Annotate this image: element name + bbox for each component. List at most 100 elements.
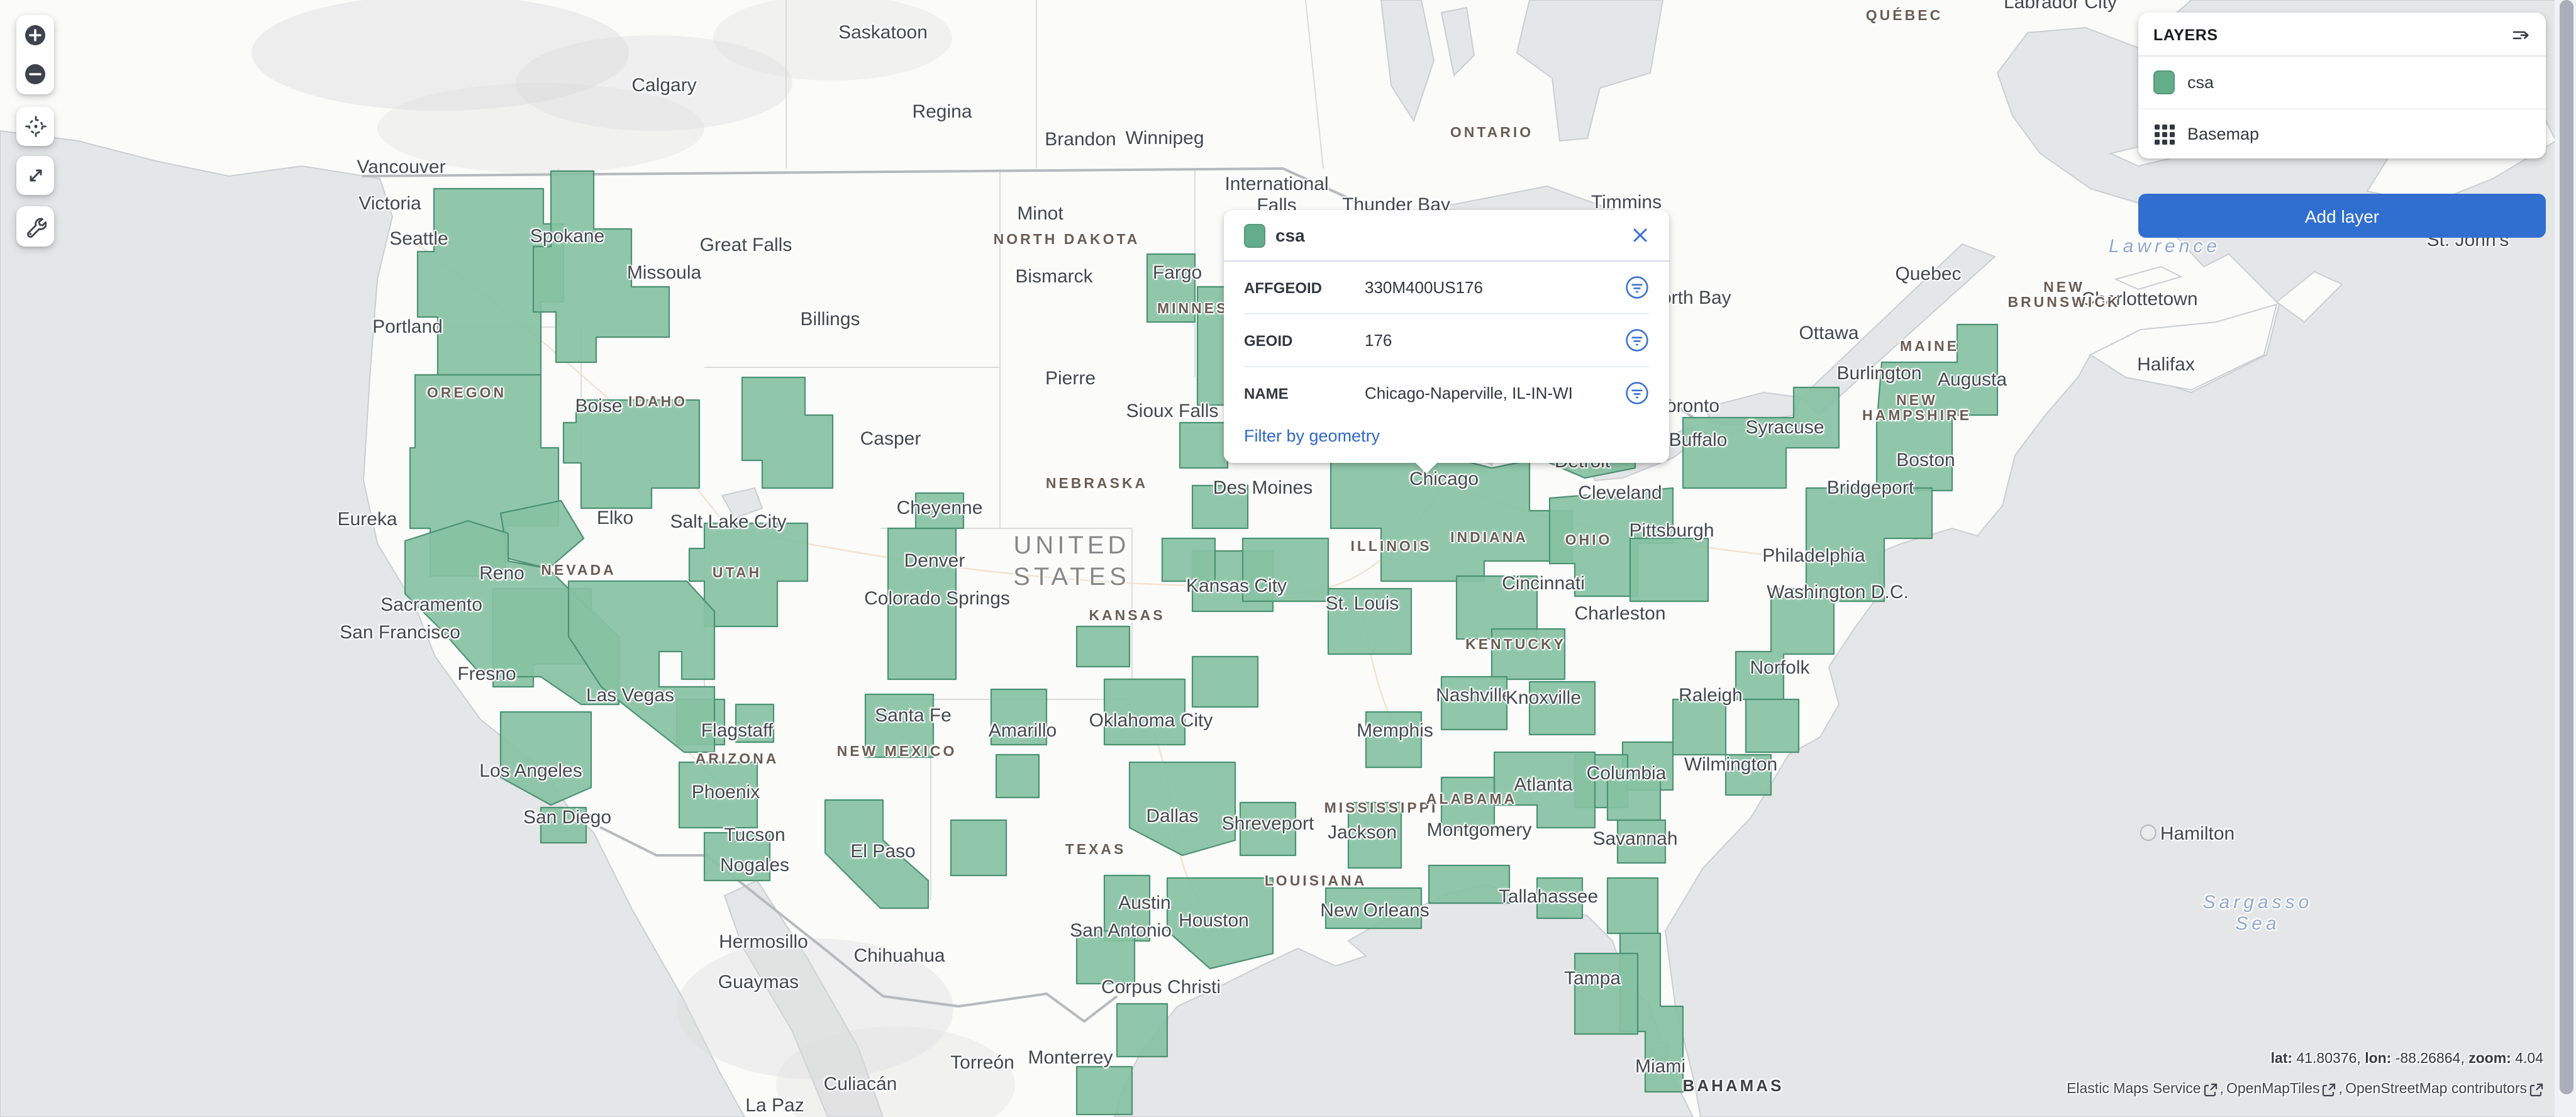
popup-divider xyxy=(1224,260,1669,262)
csa-polygon[interactable] xyxy=(1735,487,1933,701)
minus-circle-icon xyxy=(25,64,45,85)
csa-polygon[interactable] xyxy=(1528,681,1596,736)
csa-polygon[interactable] xyxy=(1616,819,1667,864)
csa-polygon[interactable] xyxy=(1536,877,1584,920)
csa-polygon[interactable] xyxy=(1179,421,1229,469)
attribution-link[interactable]: OpenMapTiles xyxy=(2226,1082,2320,1097)
csa-polygon[interactable] xyxy=(1161,537,1216,582)
popup-row: AFFGEOID 330M400US176 xyxy=(1244,262,1649,314)
water-body xyxy=(721,487,763,520)
external-link-icon xyxy=(2529,1082,2543,1096)
popup-title: csa xyxy=(1275,225,1305,245)
csa-polygon[interactable] xyxy=(990,688,1048,746)
csa-polygon[interactable] xyxy=(1606,774,1662,821)
csa-polygon[interactable] xyxy=(1724,753,1772,796)
water-body xyxy=(1380,0,1435,123)
fit-to-data-button[interactable] xyxy=(16,156,54,195)
csa-polygon[interactable] xyxy=(1239,801,1297,857)
popup-row-value: Chicago-Naperville, IL-IN-WI xyxy=(1365,384,1573,403)
crosshair-icon xyxy=(25,116,46,137)
csa-polygon[interactable] xyxy=(1606,877,1659,935)
csa-polygon[interactable] xyxy=(1103,678,1186,746)
tools-button[interactable] xyxy=(16,206,54,247)
csa-polygon[interactable] xyxy=(1347,801,1402,869)
coordinates-readout: lat: 41.80376, lon: -88.26864, zoom: 4.0… xyxy=(2270,1052,2543,1067)
island xyxy=(2114,265,2183,291)
csa-polygon[interactable] xyxy=(678,761,758,829)
add-layer-button[interactable]: Add layer xyxy=(2138,194,2546,238)
scrollbar-thumb[interactable] xyxy=(2560,0,2573,1094)
csa-polygon[interactable] xyxy=(1365,711,1423,769)
csa-polygon[interactable] xyxy=(540,806,587,844)
csa-polygon[interactable] xyxy=(864,693,935,759)
csa-polygon[interactable] xyxy=(1672,698,1727,756)
popup-rows: AFFGEOID 330M400US176 GEOID 176 NAME Chicago-… xyxy=(1244,262,1649,419)
csa-polygon[interactable] xyxy=(914,492,965,530)
csa-polygon[interactable] xyxy=(1440,675,1508,731)
layers-list: csa Basemap xyxy=(2138,57,2546,158)
csa-polygon[interactable] xyxy=(1327,587,1413,655)
csa-polygon[interactable] xyxy=(1491,628,1566,681)
csa-polygon[interactable] xyxy=(1241,537,1330,603)
csa-polygon[interactable] xyxy=(1075,625,1131,668)
vertical-scrollbar[interactable] xyxy=(2555,0,2576,1117)
csa-polygon[interactable] xyxy=(499,711,592,806)
zoom-out-button[interactable] xyxy=(24,64,47,86)
external-link-icon xyxy=(2323,1082,2336,1096)
close-popup-button[interactable] xyxy=(1631,226,1649,244)
island xyxy=(2089,303,2278,391)
filter-on-value-button[interactable] xyxy=(1625,381,1649,405)
filter-by-geometry-link[interactable]: Filter by geometry xyxy=(1244,426,1380,445)
csa-polygon[interactable] xyxy=(1324,887,1423,930)
csa-polygon[interactable] xyxy=(1629,537,1709,603)
csa-polygon[interactable] xyxy=(1191,484,1249,530)
csa-polygon[interactable] xyxy=(1128,761,1236,857)
csa-polygon[interactable] xyxy=(824,799,930,909)
csa-polygon[interactable] xyxy=(532,170,670,364)
csa-polygon[interactable] xyxy=(562,399,701,509)
zoom-in-button[interactable] xyxy=(24,24,47,47)
terrain-shade xyxy=(776,1026,1015,1117)
filter-on-value-button[interactable] xyxy=(1625,328,1649,352)
csa-polygon[interactable] xyxy=(1745,698,1800,753)
terrain-shade xyxy=(377,83,704,174)
csa-polygon[interactable] xyxy=(1075,1065,1133,1116)
set-view-button[interactable] xyxy=(16,107,54,146)
layer-row-basemap[interactable]: Basemap xyxy=(2138,109,2546,158)
filter-icon xyxy=(1626,329,1648,352)
csa-polygon[interactable] xyxy=(703,831,771,882)
state-boundary xyxy=(1305,0,1324,169)
layers-panel-title: LAYERS xyxy=(2153,26,2218,44)
attribution-link[interactable]: Elastic Maps Service xyxy=(2067,1082,2201,1097)
filter-on-value-button[interactable] xyxy=(1625,275,1649,299)
csa-polygon[interactable] xyxy=(1428,864,1511,904)
csa-polygon[interactable] xyxy=(1682,386,1840,489)
csa-polygon[interactable] xyxy=(1116,1003,1169,1058)
csa-polygon[interactable] xyxy=(741,376,834,489)
attribution-link[interactable]: OpenStreetMap contributors xyxy=(2345,1082,2527,1097)
csa-polygon[interactable] xyxy=(499,499,585,570)
feature-popup: csa AFFGEOID 330M400US176 GEOID 176 NAME Chic… xyxy=(1224,210,1669,474)
csa-polygon[interactable] xyxy=(1574,952,1639,1035)
csa-polygon[interactable] xyxy=(1103,874,1151,942)
csa-polygon[interactable] xyxy=(887,527,957,681)
water-body xyxy=(1516,0,1664,142)
csa-polygon[interactable] xyxy=(1493,751,1596,829)
csa-polygon[interactable] xyxy=(1191,655,1259,708)
csa-polygon[interactable] xyxy=(1075,930,1136,985)
wrench-icon xyxy=(27,218,47,238)
island xyxy=(2275,270,2343,323)
csa-polygon[interactable] xyxy=(1146,253,1196,323)
csa-polygon[interactable] xyxy=(567,580,716,753)
csa-polygon[interactable] xyxy=(1166,877,1274,970)
layer-row-csa[interactable]: csa xyxy=(2138,57,2546,109)
filter-icon xyxy=(1626,382,1648,404)
csa-polygon[interactable] xyxy=(735,703,775,743)
popup-row: NAME Chicago-Naperville, IL-IN-WI xyxy=(1244,367,1649,419)
csa-polygon[interactable] xyxy=(950,819,1008,877)
csa-polygon[interactable] xyxy=(995,753,1040,799)
collapse-panel-button[interactable] xyxy=(2511,25,2531,45)
csa-polygon[interactable] xyxy=(1875,323,1999,492)
csa-polygon[interactable] xyxy=(1440,776,1496,831)
